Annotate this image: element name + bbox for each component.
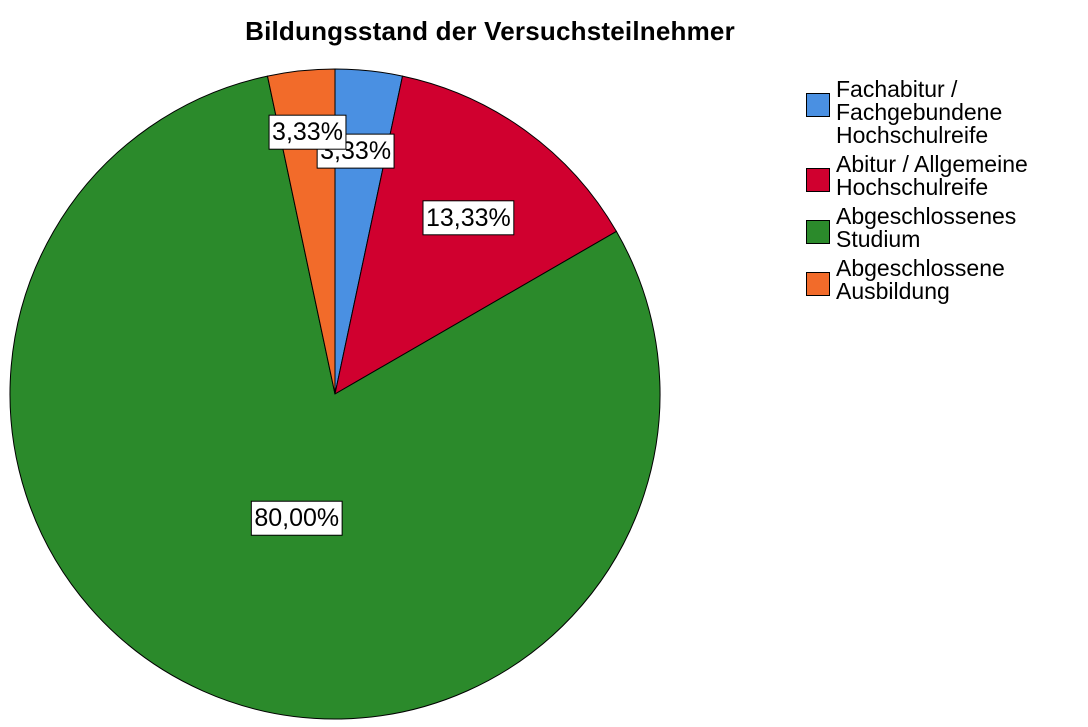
data-label-text-3: 80,00% [254, 504, 339, 532]
pie-slice-3 [9, 75, 661, 720]
data-label-box-4 [268, 114, 347, 150]
legend-swatch-1 [806, 93, 830, 117]
legend-label-2: Abitur / Allgemeine Hochschulreife [836, 151, 1028, 200]
data-label-box-3 [250, 500, 343, 536]
legend-label-1: Fachabitur / Fachgebundene Hochschulreif… [836, 76, 1003, 148]
legend-entry-4: Abgeschlossene Ausbildung [806, 257, 1086, 303]
data-label-box-2 [422, 200, 515, 236]
data-label-2: 13,33% [422, 200, 515, 236]
legend-swatch-2 [806, 168, 830, 192]
data-label-4: 3,33% [268, 114, 347, 150]
data-label-text-4: 3,33% [272, 118, 343, 146]
data-label-text-2: 13,33% [426, 204, 511, 232]
pie-chart: 3,33%13,33%80,00%3,33% [9, 68, 661, 720]
chart-title: Bildungsstand der Versuchsteilnehmer [245, 16, 735, 46]
legend-entry-2: Abitur / Allgemeine Hochschulreife [806, 153, 1086, 199]
data-labels: 3,33%13,33%80,00%3,33% [250, 114, 515, 536]
legend-label-3: Abgeschlossenes Studium [836, 203, 1017, 252]
data-label-3: 80,00% [250, 500, 343, 536]
legend-entry-3: Abgeschlossenes Studium [806, 205, 1086, 251]
legend-swatch-3 [806, 220, 830, 244]
legend-swatch-4 [806, 272, 830, 296]
legend: Fachabitur / Fachgebundene Hochschulreif… [806, 78, 1086, 309]
legend-label-4: Abgeschlossene Ausbildung [836, 255, 1005, 304]
legend-entry-1: Fachabitur / Fachgebundene Hochschulreif… [806, 78, 1086, 147]
